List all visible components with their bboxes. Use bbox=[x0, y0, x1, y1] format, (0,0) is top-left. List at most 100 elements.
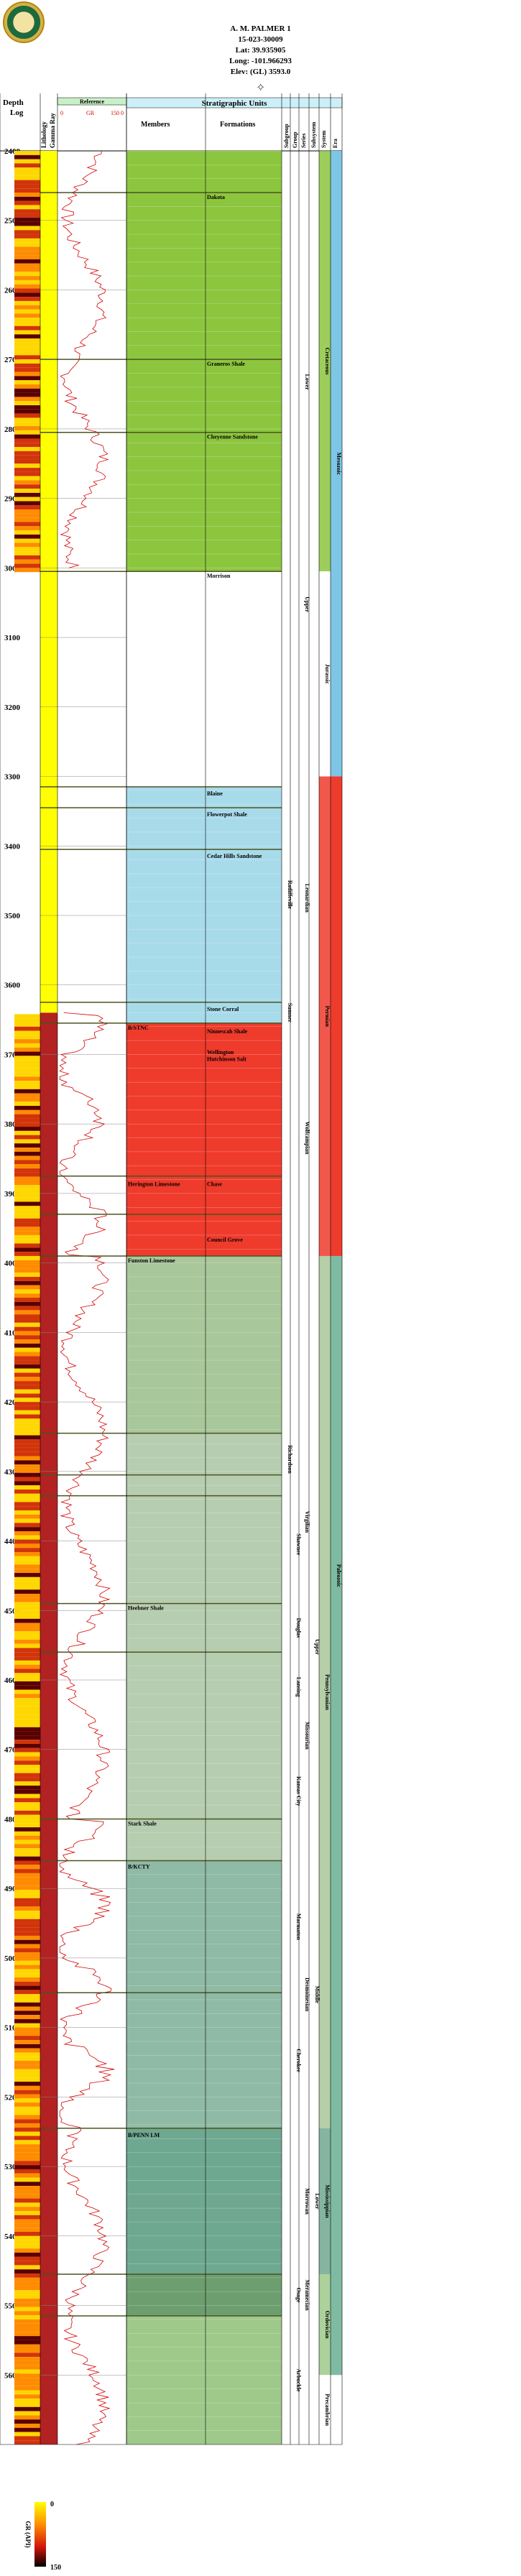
gr-color-strip bbox=[14, 200, 40, 206]
formation-label: Wellington bbox=[207, 1049, 234, 1056]
gr-color-strip bbox=[14, 2256, 40, 2261]
gr-color-strip bbox=[14, 163, 40, 168]
gr-color-strip bbox=[14, 1106, 40, 1110]
gr-color-strip bbox=[14, 1085, 40, 1089]
rank-label: Cherokee bbox=[295, 2049, 302, 2072]
gr-color-strip bbox=[14, 2090, 40, 2095]
gr-color-strip bbox=[14, 2144, 40, 2148]
gr-color-strip bbox=[14, 1677, 40, 1681]
gr-color-strip bbox=[14, 1752, 40, 1757]
gr-color-strip bbox=[14, 2023, 40, 2028]
gr-color-strip bbox=[14, 1143, 40, 1148]
gr-color-strip bbox=[14, 1497, 40, 1502]
gr-color-strip bbox=[14, 330, 40, 335]
rank-header-series: Series bbox=[300, 134, 307, 148]
formation-block bbox=[126, 432, 282, 572]
formation-block bbox=[126, 1255, 282, 1434]
gr-color-strip bbox=[14, 2232, 40, 2236]
gr-color-strip bbox=[14, 371, 40, 377]
rank-label: Virgilian bbox=[304, 1511, 310, 1533]
gr-color-strip bbox=[14, 1594, 40, 1598]
gr-color-strip bbox=[14, 2427, 40, 2432]
gr-color-strip bbox=[14, 1610, 40, 1615]
gr-color-strip bbox=[14, 2436, 40, 2441]
gr-color-strip bbox=[14, 351, 40, 356]
gr-color-strip bbox=[14, 1056, 40, 1061]
gr-color-strip bbox=[14, 1102, 40, 1107]
gr-color-strip bbox=[14, 1802, 40, 1807]
gr-color-strip bbox=[14, 267, 40, 272]
gr-color-strip bbox=[14, 1698, 40, 1702]
gr-color-strip bbox=[14, 272, 40, 277]
formation-label: Morrison bbox=[207, 573, 231, 579]
gr-color-strip bbox=[14, 2136, 40, 2141]
gr-color-strip bbox=[14, 522, 40, 527]
rank-label: Ratliffeville bbox=[287, 880, 293, 909]
rank-label: Mesozoic bbox=[336, 452, 342, 475]
gr-color-strip bbox=[14, 2394, 40, 2399]
elevation: Elev: (GL) 3593.0 bbox=[230, 68, 291, 76]
rank-label: Ordovician bbox=[324, 2311, 331, 2339]
gr-color-strip bbox=[14, 255, 40, 259]
gr-color-strip bbox=[14, 1168, 40, 1173]
gr-color-strip bbox=[14, 234, 40, 239]
gr-color-strip bbox=[14, 1740, 40, 1744]
gr-color-strip bbox=[14, 2094, 40, 2099]
formation-label: B/KCTY bbox=[128, 1863, 150, 1870]
gr-color-strip bbox=[14, 2423, 40, 2428]
gr-color-strip bbox=[14, 2323, 40, 2328]
rank-header-era: Era bbox=[332, 139, 338, 148]
gr-color-strip bbox=[14, 1535, 40, 1540]
depth-label: 3600 bbox=[4, 982, 21, 990]
gr-color-strip bbox=[14, 1368, 40, 1373]
gr-color-strip bbox=[14, 1589, 40, 1594]
gr-color-strip bbox=[14, 2269, 40, 2274]
gr-color-strip bbox=[14, 196, 40, 201]
gr-color-strip bbox=[14, 1885, 40, 1891]
gr-color-strip bbox=[14, 1656, 40, 1661]
gr-color-strip bbox=[14, 1234, 40, 1239]
gr-color-strip bbox=[14, 2186, 40, 2190]
gr-color-strip bbox=[14, 2432, 40, 2437]
formation-label: Flowerpot Shale bbox=[207, 811, 247, 818]
gr-color-strip bbox=[14, 1652, 40, 1657]
gr-color-strip bbox=[14, 342, 40, 347]
gr-color-strip bbox=[14, 2044, 40, 2049]
gr-color-strip bbox=[14, 438, 40, 443]
gr-color-strip bbox=[14, 463, 40, 468]
gr-color-strip bbox=[14, 1089, 40, 1094]
gr-color-strip bbox=[14, 1026, 40, 1031]
gr-color-strip bbox=[14, 1768, 40, 1773]
rank-header-system: System bbox=[321, 130, 327, 148]
gr-color-strip bbox=[14, 1710, 40, 1715]
formation-label: B/PENN LM bbox=[128, 2132, 160, 2138]
reference-header: Reference bbox=[80, 98, 105, 105]
gr-color-strip bbox=[14, 1956, 40, 1961]
formation-label: Graneros Shale bbox=[207, 361, 245, 367]
gr-color-strip bbox=[14, 1719, 40, 1723]
gr-color-strip bbox=[14, 1860, 40, 1865]
gr-color-strip bbox=[14, 1331, 40, 1336]
gr-color-strip bbox=[14, 2344, 40, 2349]
gr-color-strip bbox=[14, 1760, 40, 1765]
gr-color-strip bbox=[14, 2169, 40, 2174]
gr-color-strip bbox=[14, 1706, 40, 1711]
system-color-block bbox=[319, 571, 331, 777]
system-color-block bbox=[319, 1255, 331, 2128]
rank-label: Marmaton bbox=[295, 1913, 302, 1940]
gr-color-strip bbox=[14, 471, 40, 476]
gr-color-strip bbox=[14, 2378, 40, 2382]
gr-color-strip bbox=[14, 1451, 40, 1456]
longitude: Long: -101.966293 bbox=[229, 57, 292, 65]
gr-color-strip bbox=[14, 501, 40, 506]
rank-label: Lower bbox=[304, 374, 310, 391]
gr-scale-min: 0 bbox=[60, 110, 63, 116]
gr-color-strip bbox=[14, 1819, 40, 1824]
gr-color-strip bbox=[14, 484, 40, 489]
formation-block bbox=[126, 1993, 282, 2128]
gr-color-strip bbox=[14, 1735, 40, 1740]
gr-color-strip bbox=[14, 2353, 40, 2358]
gr-color-strip bbox=[14, 334, 40, 339]
gr-color-strip bbox=[14, 205, 40, 210]
